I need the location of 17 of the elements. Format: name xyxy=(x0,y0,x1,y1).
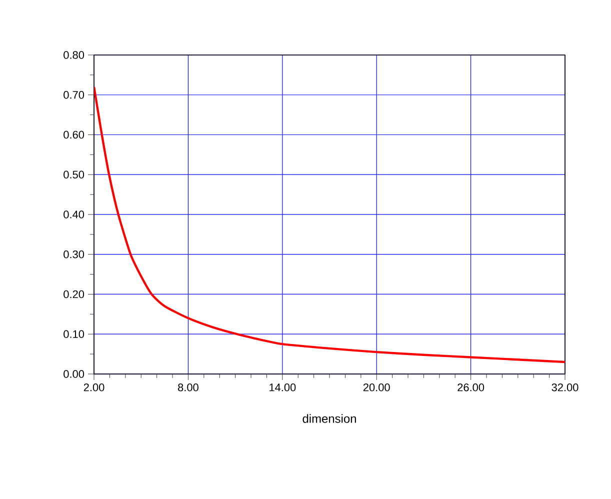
x-tick-label: 26.00 xyxy=(458,384,484,392)
y-tick-label: 0.10 xyxy=(64,330,84,338)
y-tick-label: 0.80 xyxy=(64,51,84,59)
y-tick-label: 0.60 xyxy=(64,130,84,139)
y-tick-label: 0.30 xyxy=(64,250,84,258)
y-tick-label: 0.40 xyxy=(64,210,84,218)
x-tick-label: 14.00 xyxy=(270,384,296,392)
y-tick-label: 0.00 xyxy=(64,370,84,378)
x-axis-title: dimension xyxy=(302,414,356,423)
x-tick-label: 32.00 xyxy=(552,384,578,392)
line-series xyxy=(94,86,566,364)
x-tick-label: 2.00 xyxy=(84,384,104,392)
x-tick-label: 20.00 xyxy=(363,384,390,392)
x-tick-label: 8.00 xyxy=(178,384,198,392)
y-tick-label: 0.70 xyxy=(64,90,84,99)
y-tick-label: 0.50 xyxy=(64,170,84,178)
y-tick-label: 0.20 xyxy=(64,290,84,298)
